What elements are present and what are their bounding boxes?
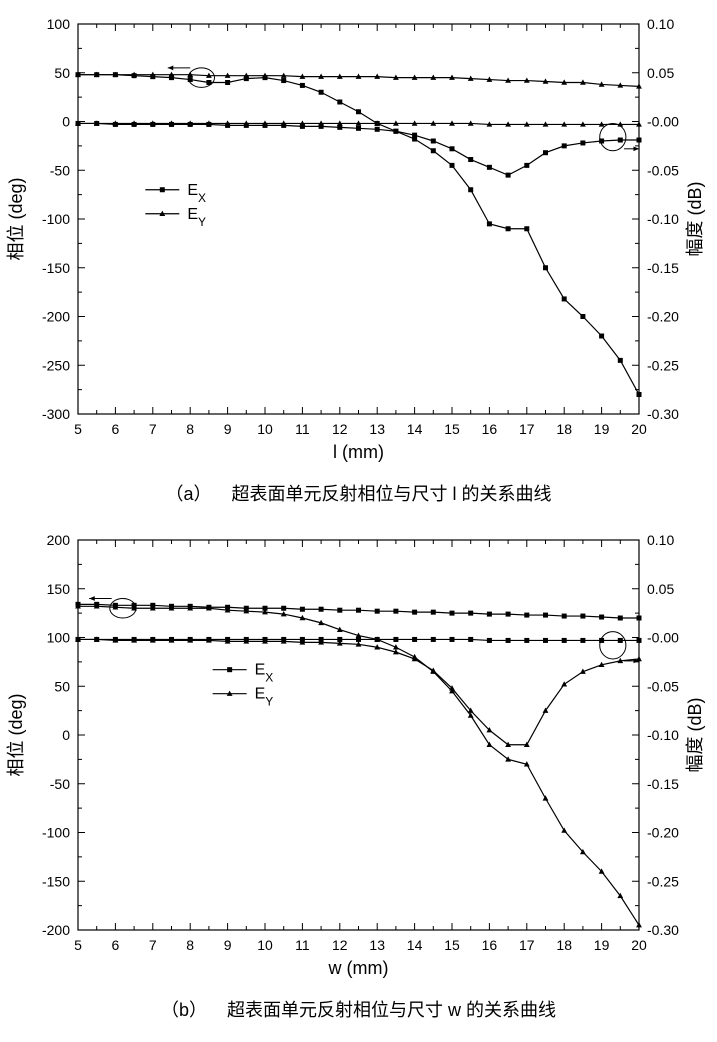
svg-text:12: 12: [332, 937, 348, 953]
svg-text:9: 9: [224, 421, 232, 437]
svg-text:0.10: 0.10: [647, 16, 674, 32]
svg-text:20: 20: [631, 421, 647, 437]
svg-text:-200: -200: [42, 922, 70, 938]
svg-text:0.05: 0.05: [647, 65, 674, 81]
svg-text:0.10: 0.10: [647, 532, 674, 548]
caption-a-text: 超表面单元反射相位与尺寸 l 的关系曲线: [232, 484, 552, 504]
svg-text:-150: -150: [42, 873, 70, 889]
svg-text:18: 18: [556, 421, 572, 437]
svg-text:-200: -200: [42, 309, 70, 325]
svg-text:-0.30: -0.30: [647, 922, 679, 938]
svg-text:14: 14: [407, 421, 423, 437]
svg-text:-0.30: -0.30: [647, 406, 679, 422]
svg-text:100: 100: [47, 16, 71, 32]
svg-text:5: 5: [74, 937, 82, 953]
svg-text:EX: EX: [187, 182, 206, 205]
svg-text:13: 13: [369, 421, 385, 437]
svg-text:-0.25: -0.25: [647, 357, 679, 373]
svg-text:-300: -300: [42, 406, 70, 422]
svg-text:-0.00: -0.00: [647, 630, 679, 646]
svg-text:15: 15: [444, 937, 460, 953]
svg-text:6: 6: [112, 937, 120, 953]
svg-text:-0.15: -0.15: [647, 260, 679, 276]
svg-text:0.05: 0.05: [647, 581, 674, 597]
svg-text:0: 0: [62, 114, 70, 130]
svg-text:5: 5: [74, 421, 82, 437]
svg-text:12: 12: [332, 421, 348, 437]
svg-text:11: 11: [295, 421, 310, 437]
svg-text:16: 16: [482, 421, 498, 437]
svg-text:-0.10: -0.10: [647, 727, 679, 743]
svg-text:-0.15: -0.15: [647, 776, 679, 792]
svg-text:幅度 (dB): 幅度 (dB): [685, 181, 705, 256]
svg-text:-0.05: -0.05: [647, 678, 679, 694]
svg-text:-100: -100: [42, 825, 70, 841]
svg-text:150: 150: [47, 581, 71, 597]
svg-text:-50: -50: [50, 162, 70, 178]
svg-text:19: 19: [594, 421, 610, 437]
svg-text:-0.20: -0.20: [647, 825, 679, 841]
svg-text:-0.00: -0.00: [647, 114, 679, 130]
svg-text:10: 10: [257, 937, 273, 953]
svg-text:7: 7: [149, 937, 157, 953]
caption-a-label: （a）: [165, 484, 211, 504]
svg-text:相位 (deg): 相位 (deg): [6, 693, 26, 776]
svg-text:-250: -250: [42, 357, 70, 373]
svg-text:17: 17: [519, 937, 535, 953]
svg-text:200: 200: [47, 532, 71, 548]
chart-b: 5 6 7 8 9 10 11 12 13 14 15 16 17 18 19 20 -200 -150 -100 -…: [0, 526, 717, 986]
svg-text:10: 10: [257, 421, 273, 437]
svg-text:15: 15: [444, 421, 460, 437]
svg-text:18: 18: [556, 937, 572, 953]
svg-text:0: 0: [62, 727, 70, 743]
svg-text:8: 8: [186, 421, 194, 437]
svg-text:-0.10: -0.10: [647, 211, 679, 227]
svg-text:50: 50: [54, 678, 70, 694]
panel-a: 5 6 7 8 9 10 11 12 13 14 15 16 17 18 19 20 -300 -250 -200 -…: [0, 10, 717, 506]
svg-text:19: 19: [594, 937, 610, 953]
svg-text:6: 6: [112, 421, 120, 437]
svg-text:EY: EY: [255, 686, 274, 709]
svg-text:20: 20: [631, 937, 647, 953]
caption-b-label: （b）: [161, 1000, 207, 1020]
svg-text:EY: EY: [187, 206, 206, 229]
caption-b-text: 超表面单元反射相位与尺寸 w 的关系曲线: [227, 1000, 556, 1020]
svg-text:-100: -100: [42, 211, 70, 227]
svg-text:w (mm): w (mm): [328, 958, 389, 978]
svg-text:50: 50: [54, 65, 70, 81]
svg-text:9: 9: [224, 937, 232, 953]
svg-text:100: 100: [47, 630, 71, 646]
svg-text:相位 (deg): 相位 (deg): [6, 177, 26, 260]
svg-text:8: 8: [186, 937, 194, 953]
svg-text:-150: -150: [42, 260, 70, 276]
svg-text:13: 13: [369, 937, 385, 953]
panel-b: 5 6 7 8 9 10 11 12 13 14 15 16 17 18 19 20 -200 -150 -100 -…: [0, 526, 717, 1022]
svg-text:7: 7: [149, 421, 157, 437]
svg-text:14: 14: [407, 937, 423, 953]
svg-text:-50: -50: [50, 776, 70, 792]
svg-text:17: 17: [519, 421, 535, 437]
svg-text:-0.05: -0.05: [647, 162, 679, 178]
svg-text:EX: EX: [255, 662, 274, 685]
svg-text:-0.20: -0.20: [647, 309, 679, 325]
svg-text:幅度 (dB): 幅度 (dB): [685, 697, 705, 772]
svg-text:l (mm): l (mm): [333, 442, 384, 462]
svg-text:16: 16: [482, 937, 498, 953]
chart-a: 5 6 7 8 9 10 11 12 13 14 15 16 17 18 19 20 -300 -250 -200 -…: [0, 10, 717, 470]
svg-text:11: 11: [295, 937, 310, 953]
caption-a: （a） 超表面单元反射相位与尺寸 l 的关系曲线: [0, 480, 717, 506]
svg-text:-0.25: -0.25: [647, 873, 679, 889]
